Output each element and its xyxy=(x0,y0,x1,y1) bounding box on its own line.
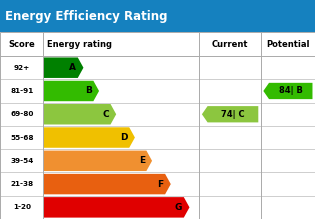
Bar xyxy=(0,0,315,32)
Text: C: C xyxy=(102,110,109,119)
Text: 55-68: 55-68 xyxy=(10,134,33,141)
Text: Potential: Potential xyxy=(266,40,310,49)
Text: 39-54: 39-54 xyxy=(10,158,33,164)
Polygon shape xyxy=(43,197,190,218)
Text: B: B xyxy=(85,87,92,95)
Text: 92+: 92+ xyxy=(14,65,30,71)
Text: 84| B: 84| B xyxy=(279,87,303,95)
Text: 1-20: 1-20 xyxy=(13,204,31,210)
Text: A: A xyxy=(69,63,76,72)
Text: E: E xyxy=(139,156,145,165)
Text: G: G xyxy=(175,203,182,212)
Bar xyxy=(0,32,315,219)
Polygon shape xyxy=(43,151,152,171)
Text: D: D xyxy=(120,133,128,142)
Polygon shape xyxy=(43,174,171,194)
Text: 21-38: 21-38 xyxy=(10,181,33,187)
Text: 74| C: 74| C xyxy=(221,110,245,119)
Text: 69-80: 69-80 xyxy=(10,111,33,117)
Text: Energy rating: Energy rating xyxy=(47,40,112,49)
Polygon shape xyxy=(43,127,135,148)
Text: 81-91: 81-91 xyxy=(10,88,33,94)
Text: Current: Current xyxy=(212,40,248,49)
Text: Energy Efficiency Rating: Energy Efficiency Rating xyxy=(5,10,167,23)
Text: Score: Score xyxy=(9,40,35,49)
Polygon shape xyxy=(263,83,312,99)
Polygon shape xyxy=(202,106,258,122)
Polygon shape xyxy=(43,104,116,124)
Polygon shape xyxy=(43,81,99,101)
Polygon shape xyxy=(43,57,83,78)
Text: F: F xyxy=(158,180,163,189)
